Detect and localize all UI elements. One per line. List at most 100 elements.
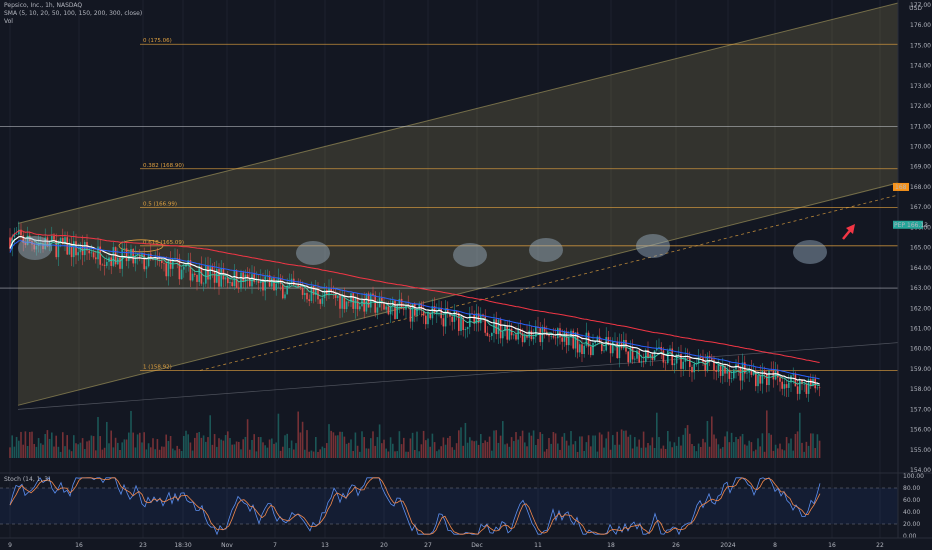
stoch-k-line [9, 477, 821, 536]
volume-bar [207, 437, 209, 458]
volume-bar [297, 411, 299, 458]
volume-bar [383, 439, 385, 458]
candle-body [647, 349, 649, 358]
volume-bar [117, 442, 119, 458]
candle-body [176, 257, 178, 259]
volume-bar [790, 438, 792, 458]
volume-bar [574, 441, 577, 458]
candle-body [112, 247, 115, 266]
volume-bar [812, 433, 814, 458]
candle-body [770, 370, 772, 372]
candle-body [539, 328, 541, 343]
volume-bar [255, 451, 258, 458]
volume-bar [818, 440, 821, 458]
candle-body [282, 284, 284, 299]
volume-bar [134, 447, 137, 458]
volume-bar [235, 441, 238, 458]
volume-bar [304, 449, 306, 458]
candle-body [673, 363, 676, 366]
volume-bar [451, 447, 453, 458]
volume-bar [79, 442, 82, 458]
candle-body [794, 374, 797, 387]
candle-body [596, 336, 599, 341]
candle-body [603, 350, 605, 352]
candle-body [682, 361, 684, 369]
volume-bar [444, 444, 447, 458]
candle-body [123, 248, 126, 249]
candle-body [403, 308, 405, 310]
candle-body [260, 279, 262, 284]
volume-bar [433, 442, 436, 458]
candle-body [612, 341, 614, 354]
price-tick-label: 165.00 [910, 245, 931, 252]
candle-body [361, 299, 363, 307]
candle-body [517, 329, 519, 340]
candle-body [231, 282, 233, 287]
volume-bar [579, 436, 581, 458]
volume-bar [211, 444, 214, 458]
volume-bar [785, 437, 788, 458]
volume-bar [317, 451, 319, 458]
candle-body [504, 325, 506, 332]
candle-body [383, 302, 385, 310]
volume-bar [136, 434, 139, 458]
candle-body [788, 382, 790, 388]
candle-body [627, 351, 629, 363]
candle-body [18, 229, 20, 235]
candle-body [396, 305, 398, 319]
volume-bar [680, 445, 682, 458]
candle-body [616, 341, 618, 359]
volume-bar [616, 431, 618, 458]
volume-bar [515, 432, 517, 458]
volume-bar [706, 420, 709, 458]
volume-bar [345, 443, 348, 458]
candle-body [572, 330, 574, 349]
candle-body [427, 312, 429, 325]
candle-body [466, 327, 469, 330]
candle-body [700, 357, 702, 358]
time-tick-label: 18 [607, 542, 615, 549]
volume-bar [288, 448, 291, 458]
candle-body [359, 306, 361, 310]
volume-bar [497, 442, 500, 458]
candle-body [429, 312, 431, 319]
candle-body [502, 331, 504, 339]
volume-bar [697, 443, 700, 458]
time-tick-label: 22 [876, 542, 884, 549]
candle-body [233, 270, 236, 287]
volume-bar [499, 435, 502, 458]
volume-bar [75, 443, 77, 458]
volume-bar [53, 446, 55, 458]
candle-body [618, 342, 621, 359]
volume-bar [62, 432, 64, 458]
volume-bar [121, 442, 123, 458]
price-tick-label: 170.00 [910, 144, 931, 151]
volume-bar [634, 437, 636, 458]
candle-body [53, 235, 55, 240]
candle-body [304, 293, 306, 295]
candle-body [524, 335, 526, 343]
candle-body [308, 299, 310, 301]
volume-bar [389, 437, 392, 458]
candle-body [59, 238, 62, 243]
candle-body [55, 239, 57, 258]
candle-body [590, 346, 592, 356]
volume-bar [398, 431, 401, 458]
volume-bar [550, 443, 552, 458]
volume-bar [715, 438, 717, 458]
volume-bar [504, 444, 506, 458]
candle-body [339, 295, 341, 309]
candle-body [807, 379, 810, 394]
candle-body [704, 362, 706, 371]
volume-bar [370, 438, 372, 458]
candle-body [68, 243, 71, 255]
volume-legend: Vol [4, 18, 13, 25]
long-trend-line [17, 342, 899, 410]
volume-bar [198, 432, 200, 458]
volume-bar [315, 436, 317, 458]
candle-body [33, 244, 35, 250]
candle-body [213, 270, 216, 283]
candle-body [640, 361, 643, 363]
candle-body [550, 336, 552, 337]
